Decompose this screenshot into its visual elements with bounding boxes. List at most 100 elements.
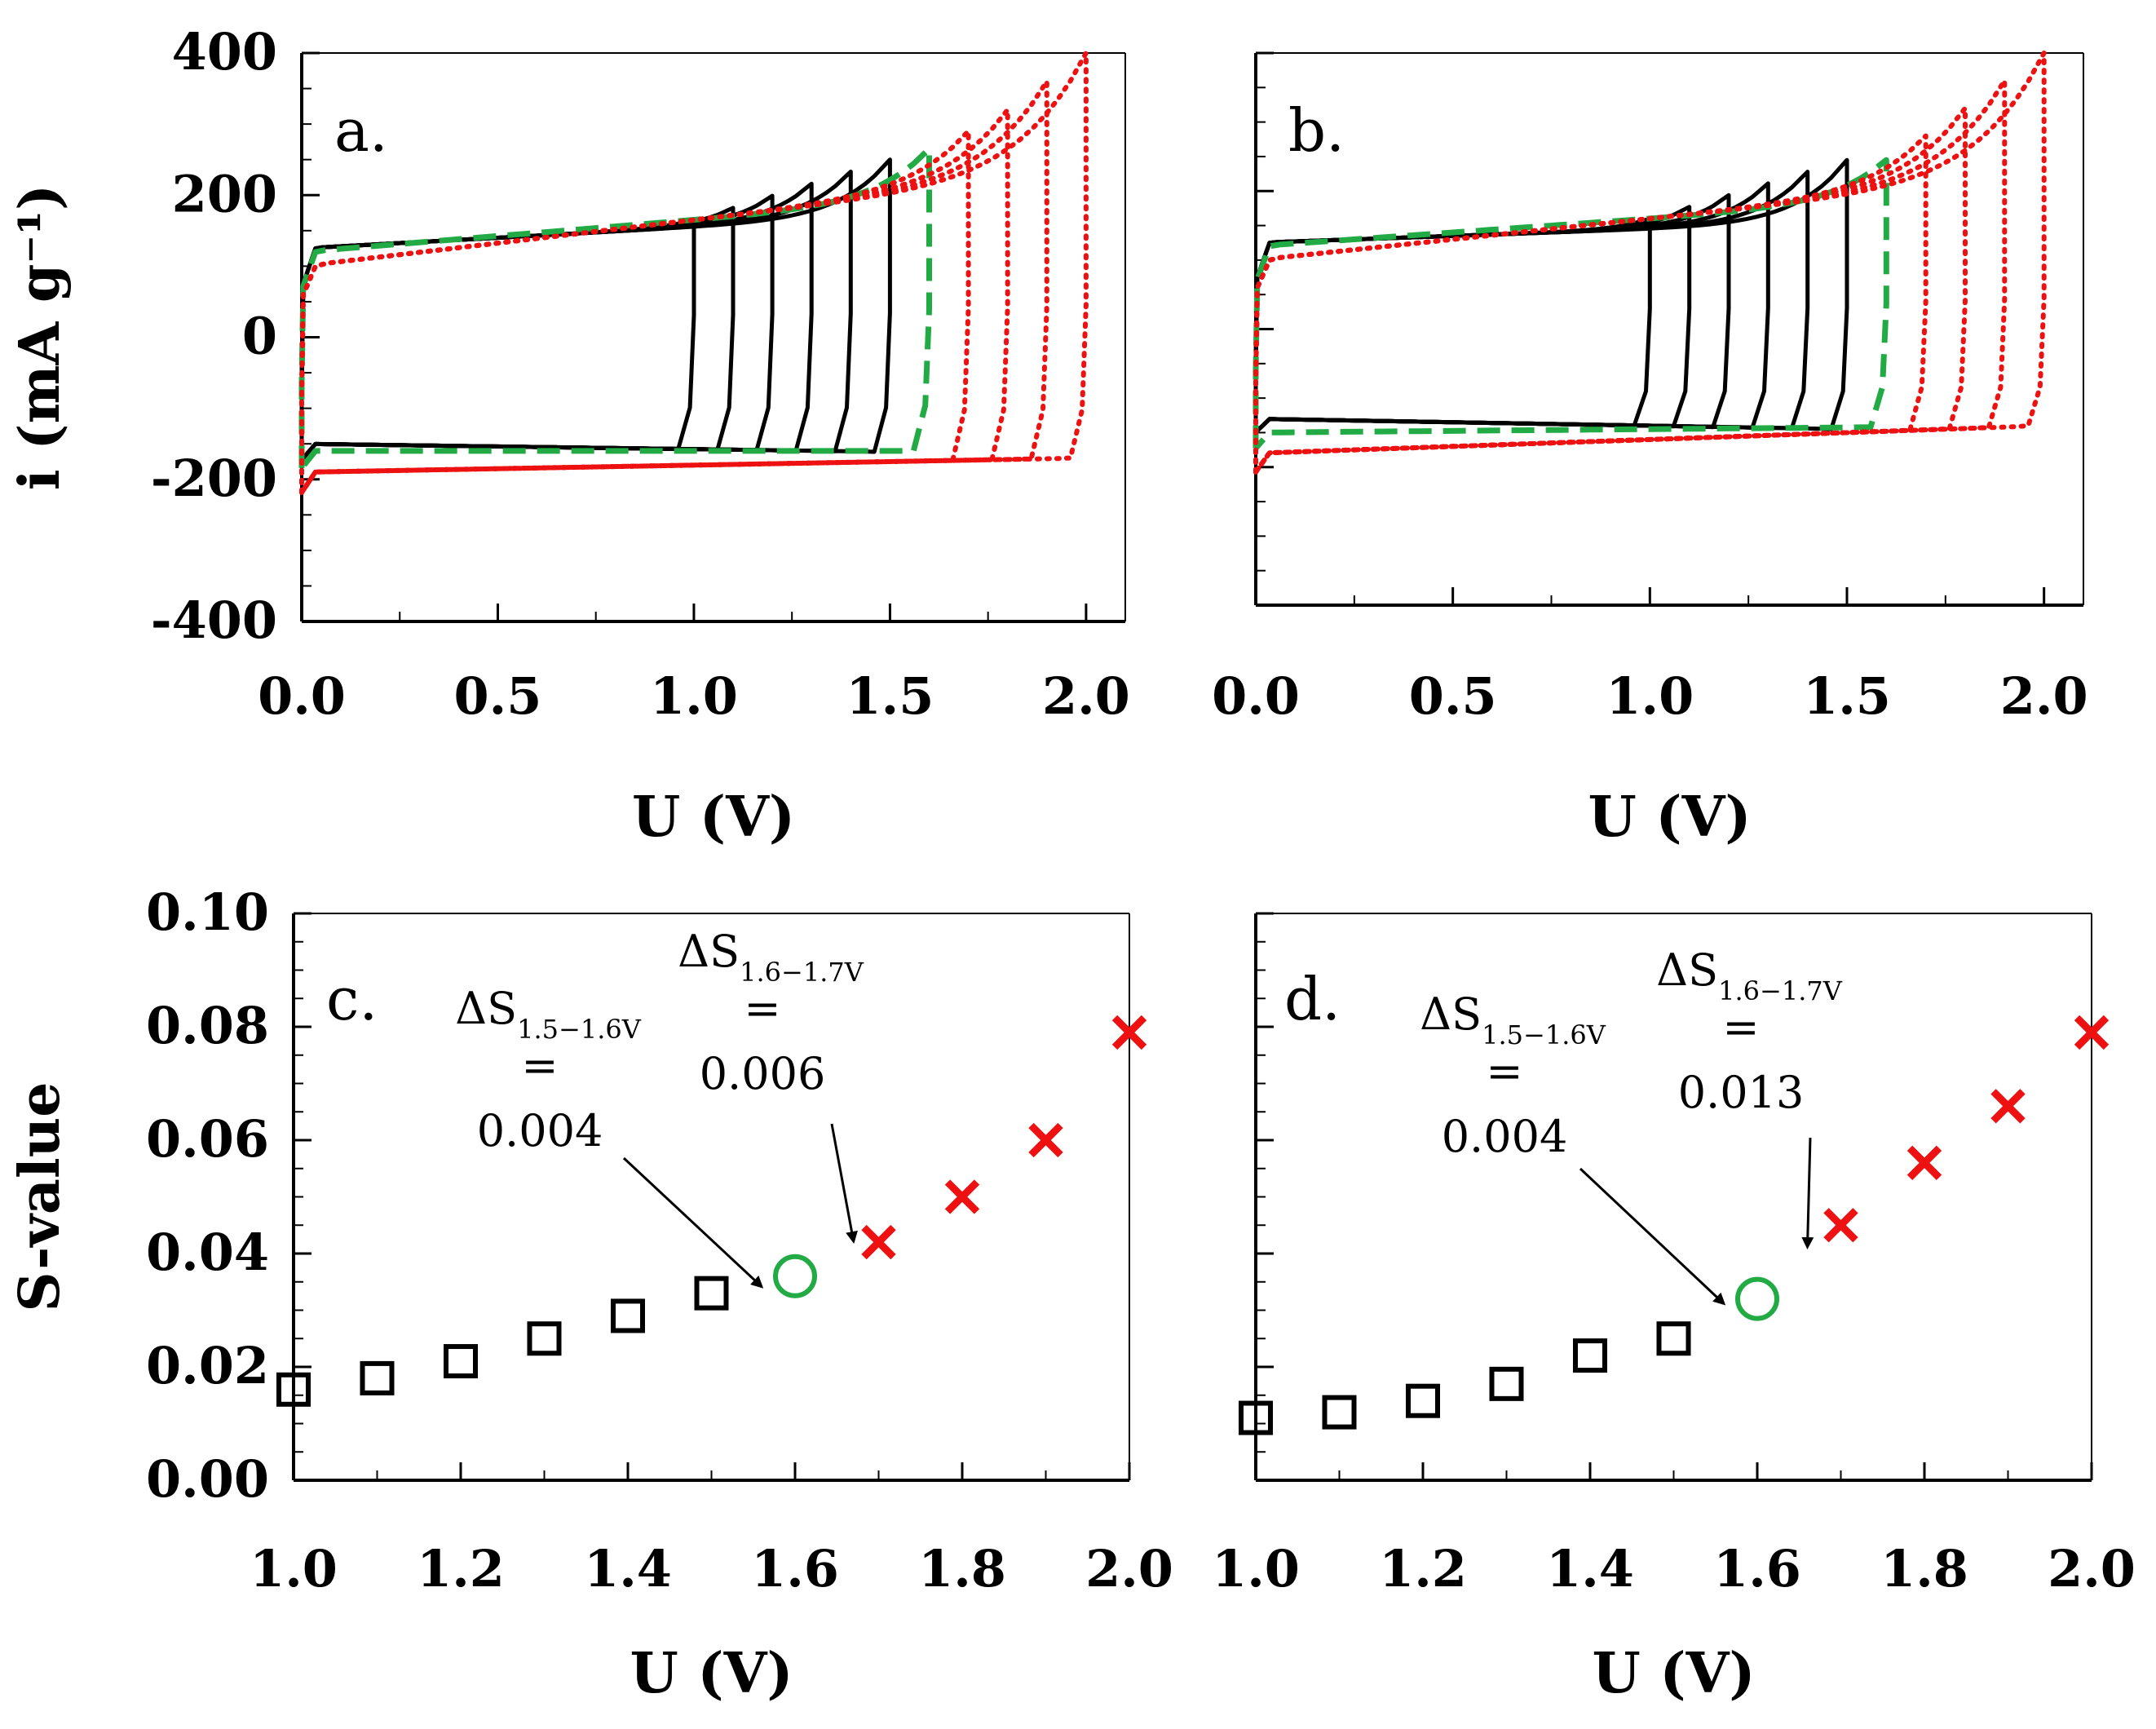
x-tick-label: 0.0 — [1212, 666, 1300, 726]
delta-s-subscript: 1.6−1.7V — [740, 957, 864, 988]
cross-stroke — [1111, 1015, 1147, 1050]
x-tick-label: 2.0 — [2048, 1539, 2136, 1599]
data-point-cross — [1028, 1122, 1063, 1158]
annotation-arrow — [830, 1123, 858, 1244]
data-point-square — [1322, 1395, 1357, 1430]
data-point-square — [360, 1360, 395, 1395]
cross-stroke — [944, 1179, 980, 1214]
cv-curve-dotted-2.0V — [299, 51, 1089, 495]
panel-letter: b. — [1288, 96, 1345, 165]
delta-s-value: 0.013 — [1678, 1067, 1805, 1118]
x-tick-label: 1.0 — [1212, 1539, 1300, 1599]
y-tick-label: 200 — [172, 164, 277, 223]
y-tick-label: 0.02 — [146, 1336, 269, 1395]
annotation-arrow — [1801, 1137, 1814, 1249]
cv-curve-dashed-1.6V — [298, 146, 932, 470]
delta-s-symbol: ΔS — [455, 983, 517, 1034]
data-point-square — [611, 1298, 645, 1333]
delta-s-value: 0.006 — [700, 1048, 826, 1099]
delta-s-subscript: 1.5−1.6V — [1482, 1019, 1606, 1050]
y-tick-label: 0.10 — [146, 882, 269, 942]
delta-s-label: ΔS1.5−1.6V — [455, 983, 642, 1045]
data-point-square — [527, 1321, 562, 1356]
x-tick-label: 1.8 — [918, 1539, 1006, 1599]
delta-s-symbol: ΔS — [1656, 944, 1718, 996]
x-tick-label: 1.4 — [1546, 1539, 1634, 1599]
x-tick-label: 1.5 — [846, 666, 934, 726]
annotation-arrow — [622, 1156, 764, 1289]
panel-a-cyclic-voltammogram: 0.0 0.5 1.0 1.5 2.0 -400 -200 0 200 400 U (V) i (mA… — [7, 22, 1130, 850]
data-point-cross — [1823, 1208, 1858, 1243]
delta-s-equals: = — [1722, 1002, 1759, 1053]
cross-stroke — [1906, 1145, 1942, 1180]
delta-s-subscript: 1.6−1.7V — [1718, 975, 1843, 1006]
x-tick-label: 1.8 — [1880, 1539, 1968, 1599]
panel-d-s-value-plot: 1.0 1.2 1.4 1.6 1.8 2.0U (V)d. ΔS1.5−1.6V=0.00… — [1212, 912, 2136, 1706]
cross-stroke — [1823, 1208, 1858, 1243]
annotation-arrow — [1579, 1167, 1726, 1306]
panel-letter: a. — [334, 96, 388, 165]
delta-s-value: 0.004 — [1442, 1111, 1568, 1162]
x-tick-label: 1.2 — [1379, 1539, 1467, 1599]
delta-s-annotation: ΔS1.6−1.7V= 0.013 — [1656, 944, 1843, 1118]
delta-s-label: ΔS1.6−1.7V — [678, 926, 864, 988]
x-tick-label: 2.0 — [1085, 1539, 1173, 1599]
x-tick-label: 1.4 — [584, 1539, 672, 1599]
delta-s-equals: = — [744, 983, 780, 1034]
data-point-cross — [861, 1224, 896, 1260]
y-tick-label: 400 — [172, 22, 277, 82]
y-axis-title: S-value — [7, 1082, 73, 1312]
data-point-square — [1656, 1321, 1691, 1356]
delta-s-subscript: 1.5−1.6V — [517, 1014, 642, 1045]
x-tick-label: 1.6 — [1713, 1539, 1801, 1599]
x-tick-label: 1.5 — [1803, 666, 1891, 726]
data-point-cross — [1111, 1015, 1147, 1050]
x-tick-label: 1.0 — [250, 1539, 338, 1599]
delta-s-equals: = — [1486, 1046, 1522, 1097]
y-tick-label: 0.06 — [146, 1109, 269, 1169]
data-point-square — [444, 1344, 478, 1379]
cv-curve-dotted-2.0V — [1253, 51, 2047, 475]
x-tick-label: 2.0 — [1042, 666, 1130, 726]
x-tick-label: 1.6 — [751, 1539, 839, 1599]
delta-s-annotation: ΔS1.6−1.7V= 0.006 — [678, 926, 864, 1099]
delta-s-label: ΔS1.5−1.6V — [1420, 988, 1606, 1050]
y-tick-label: -400 — [151, 590, 277, 650]
panel-b-cyclic-voltammogram: 0.0 0.5 1.0 1.5 2.0 U (V) b. — [1212, 51, 2088, 850]
delta-s-annotation: ΔS1.5−1.6V= 0.004 — [1420, 988, 1606, 1162]
panel-c-s-value-plot: 1.0 1.2 1.4 1.6 1.8 2.0 0.00 0.02 0.04 0.06 0.08 0.… — [7, 882, 1173, 1706]
delta-s-value: 0.004 — [477, 1105, 603, 1156]
y-tick-label: 0 — [242, 307, 277, 366]
data-point-circle — [1735, 1276, 1779, 1321]
x-tick-label: 0.5 — [1409, 666, 1497, 726]
data-point-square — [1406, 1383, 1440, 1418]
y-tick-label: 0.04 — [146, 1223, 269, 1282]
x-axis-title: U (V) — [630, 1641, 793, 1706]
cross-stroke — [2074, 1015, 2110, 1050]
panel-letter: c. — [326, 965, 378, 1033]
x-tick-label: 2.0 — [2000, 666, 2088, 726]
delta-s-symbol: ΔS — [1420, 988, 1482, 1040]
y-axis-title: i (mA g⁻¹) — [7, 184, 73, 490]
data-point-square — [1239, 1400, 1273, 1435]
data-point-cross — [1906, 1145, 1942, 1180]
x-axis-title: U (V) — [1592, 1641, 1755, 1706]
y-tick-label: -200 — [151, 449, 277, 508]
panel-letter: d. — [1284, 965, 1341, 1033]
data-point-cross — [944, 1179, 980, 1214]
delta-s-equals: = — [521, 1040, 558, 1091]
cv-curve-solid-1.5V — [1253, 157, 1849, 434]
x-tick-label: 0.5 — [454, 666, 542, 726]
data-point-square — [1489, 1366, 1524, 1401]
data-point-square — [276, 1372, 311, 1407]
x-tick-label: 1.0 — [1606, 666, 1694, 726]
y-tick-label: 0.08 — [146, 996, 269, 1055]
delta-s-label: ΔS1.6−1.7V — [1656, 944, 1843, 1006]
data-point-cross — [2074, 1015, 2110, 1050]
cross-stroke — [1990, 1089, 2026, 1124]
data-point-circle — [773, 1254, 817, 1298]
delta-s-annotation: ΔS1.5−1.6V= 0.004 — [455, 983, 642, 1156]
cross-stroke — [1028, 1122, 1063, 1158]
x-tick-label: 0.0 — [258, 666, 346, 726]
